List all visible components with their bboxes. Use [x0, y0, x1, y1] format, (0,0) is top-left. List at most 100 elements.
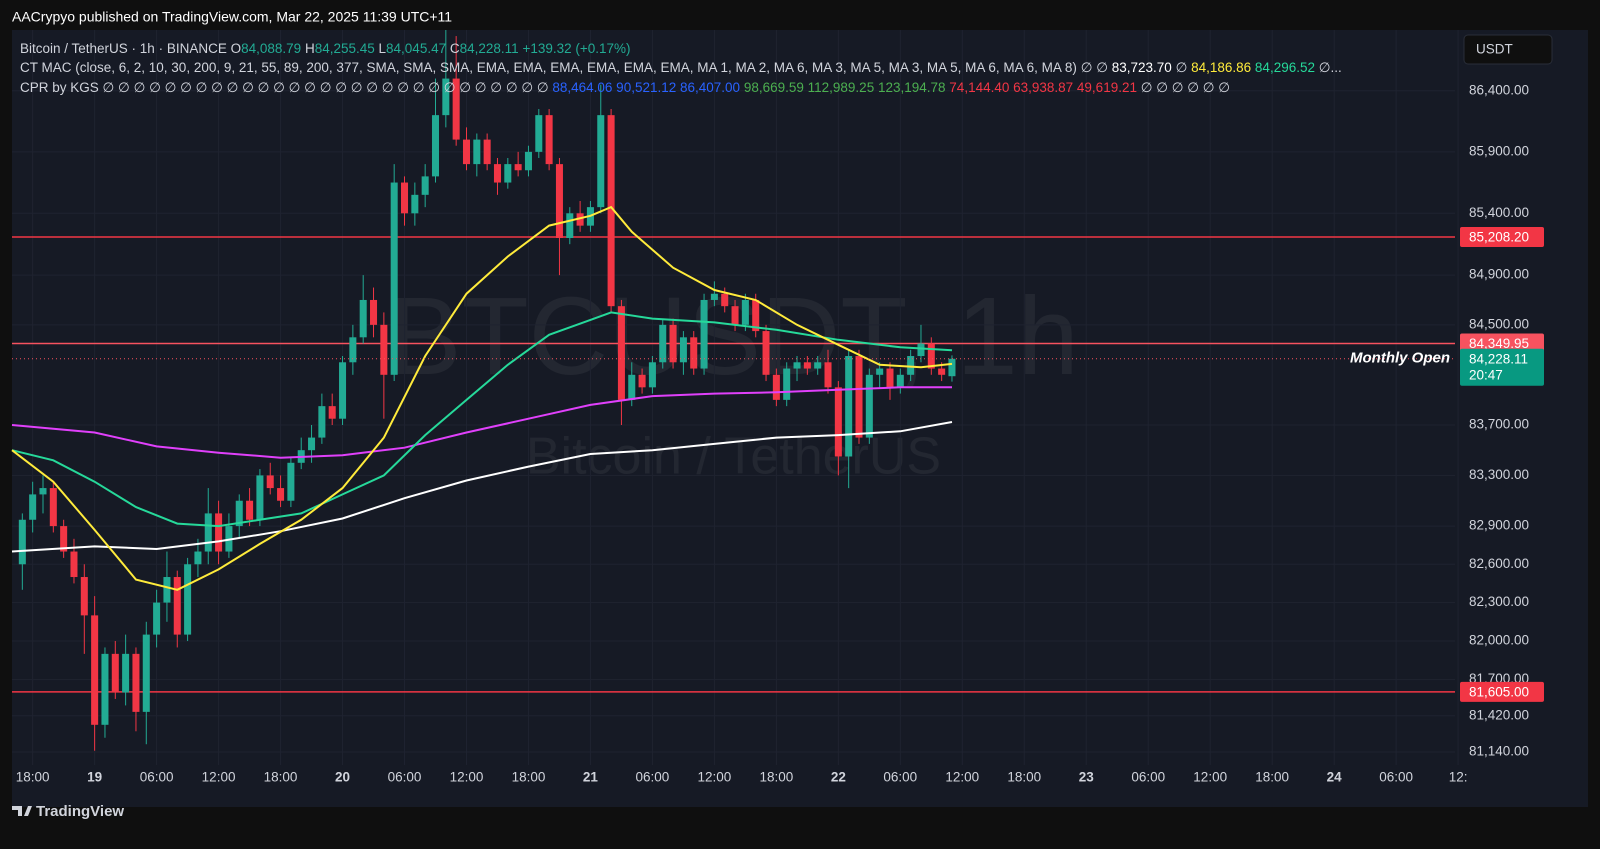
candle-body — [318, 406, 326, 438]
candle-body — [700, 299, 708, 369]
y-tick-label: 81,420.00 — [1469, 707, 1529, 722]
candle-body — [876, 368, 884, 375]
x-tick-label: 06:00 — [1379, 770, 1413, 785]
y-tick-label: 82,900.00 — [1469, 518, 1529, 533]
candle-body — [390, 182, 398, 375]
symbol: Bitcoin / TetherUS · 1h · BINANCE — [20, 41, 227, 56]
ma-line — [11, 205, 953, 591]
level-tag — [1460, 226, 1544, 247]
candle-body — [91, 615, 99, 725]
candle-body — [514, 164, 522, 171]
brand: TradingView — [36, 803, 124, 820]
l-value: 84,045.47 — [386, 41, 446, 56]
ma-value: 83,723.70 — [1112, 60, 1172, 75]
candle-body — [18, 519, 26, 565]
y-tick-label: 85,400.00 — [1469, 205, 1529, 220]
candle-body — [29, 494, 37, 520]
x-tick-label: 23 — [1079, 770, 1095, 785]
candle-body — [731, 306, 739, 325]
candle-body — [493, 164, 501, 183]
candle-body — [659, 324, 667, 363]
level-label: 84,349.95 — [1469, 336, 1529, 351]
legend-ma: CT MAC (close, 6, 2, 10, 30, 200, 9, 21,… — [20, 60, 1342, 75]
x-tick-label: 06:00 — [1131, 770, 1165, 785]
ma-value: 84,186.86 — [1191, 60, 1251, 75]
candle-body — [80, 577, 88, 616]
candle-body — [101, 653, 109, 725]
candle-body — [917, 343, 925, 357]
candle-body — [339, 362, 347, 419]
change: +139.32 (+0.17%) — [522, 41, 630, 56]
ma-empty: ∅ ∅ — [1081, 60, 1109, 75]
candle-body — [39, 488, 47, 495]
y-tick-label: 85,900.00 — [1469, 143, 1529, 158]
candle-body — [938, 368, 946, 375]
y-tick-label: 82,600.00 — [1469, 556, 1529, 571]
h-label: H — [305, 41, 315, 56]
candle-body — [834, 387, 842, 457]
cpr-values: 74,144.40 63,938.87 49,619.21 — [949, 80, 1137, 95]
currency[interactable]: USDT — [1476, 42, 1513, 57]
chart-area — [12, 30, 1588, 807]
candle-body — [473, 139, 481, 165]
last-price-tag — [1460, 348, 1544, 386]
candle-body — [576, 213, 584, 226]
x-tick-label: 18:00 — [264, 770, 298, 785]
ma-value: 84,296.52 — [1255, 60, 1315, 75]
annotation: Monthly Open — [1350, 350, 1450, 367]
cpr-empty: ∅ ∅ ∅ ∅ ∅ ∅ ∅ ∅ ∅ ∅ ∅ ∅ ∅ ∅ ∅ ∅ ∅ ∅ ∅ ∅ … — [103, 80, 549, 95]
x-tick-label: 24 — [1327, 770, 1343, 785]
x-tick-label: 18:00 — [1255, 770, 1289, 785]
countdown: 20:47 — [1469, 367, 1503, 382]
ma-empty: ∅ — [1176, 60, 1188, 75]
candle-body — [204, 513, 212, 552]
x-tick-label: 12:00 — [202, 770, 236, 785]
candle-body — [452, 78, 460, 140]
cpr-values: 88,464.06 90,521.12 86,407.00 — [552, 80, 740, 95]
x-tick-label: 12:00 — [1193, 770, 1227, 785]
candle-body — [793, 362, 801, 369]
candle-body — [628, 374, 636, 400]
candle-body — [896, 374, 904, 388]
x-tick-label: 18:00 — [759, 770, 793, 785]
last-price-label: 84,228.11 — [1469, 351, 1528, 366]
candle-body — [741, 299, 749, 325]
currency-button[interactable] — [1463, 34, 1553, 65]
y-tick-label: 83,300.00 — [1469, 467, 1529, 482]
y-tick-label: 82,000.00 — [1469, 633, 1529, 648]
candle-body — [855, 356, 863, 438]
candle-body — [679, 337, 687, 363]
candle-body — [535, 115, 543, 152]
candle-body — [163, 577, 171, 603]
level-tag — [1460, 333, 1544, 354]
candle-body — [60, 526, 68, 552]
candle-body — [555, 164, 563, 238]
candle-body — [845, 356, 853, 457]
cpr-name: CPR by KGS — [20, 80, 99, 95]
candle-body — [648, 362, 656, 388]
ma-name: CT MAC (close, 6, 2, 10, 30, 200, 9, 21,… — [20, 60, 1077, 75]
candle-body — [814, 362, 822, 369]
y-tick-label: 86,400.00 — [1469, 82, 1529, 97]
candle-body — [865, 374, 873, 438]
candle-body — [886, 368, 894, 388]
candle-body — [421, 176, 429, 195]
candle-body — [49, 488, 57, 527]
y-tick-label: 84,500.00 — [1469, 316, 1529, 331]
c-value: 84,228.11 — [460, 41, 519, 56]
candle-body — [266, 475, 274, 489]
candle-body — [153, 602, 161, 635]
candle-body — [401, 182, 409, 214]
candle-body — [111, 653, 119, 693]
candle-body — [287, 462, 295, 501]
candle-body — [442, 78, 450, 116]
candle-body — [721, 293, 729, 307]
legend-ohlc: Bitcoin / TetherUS · 1h · BINANCE O84,08… — [20, 41, 631, 56]
candle-body — [194, 551, 202, 565]
o-value: 84,088.79 — [241, 41, 301, 56]
legend-cpr: CPR by KGS ∅ ∅ ∅ ∅ ∅ ∅ ∅ ∅ ∅ ∅ ∅ ∅ ∅ ∅ ∅… — [20, 80, 1230, 95]
candle-body — [359, 299, 367, 338]
candle-body — [431, 115, 440, 177]
